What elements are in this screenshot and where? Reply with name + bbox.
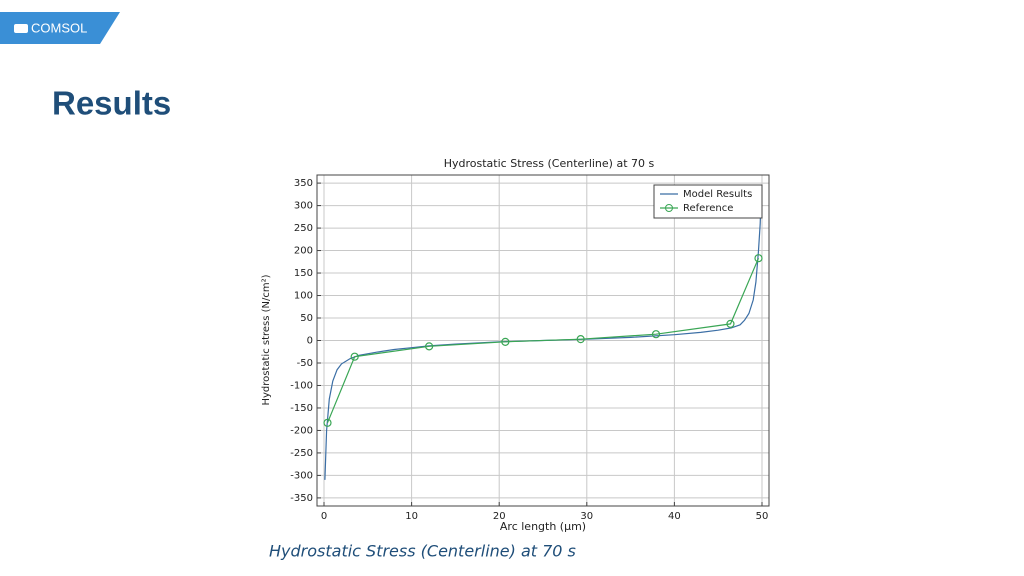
x-tick-label: 0 — [321, 511, 327, 522]
x-tick-label: 40 — [668, 511, 681, 522]
series-marker — [425, 342, 434, 351]
y-tick-label: 150 — [294, 268, 313, 279]
logo-icon — [14, 24, 28, 33]
legend-marker — [665, 204, 673, 212]
series-marker — [323, 418, 332, 427]
y-tick-label: 200 — [294, 246, 313, 257]
series-marker — [726, 319, 735, 328]
caption: Hydrostatic Stress (Centerline) at 70 s — [269, 542, 576, 561]
logo-banner — [0, 12, 120, 44]
y-tick-label: 300 — [294, 201, 313, 212]
y-tick-label: 250 — [294, 223, 313, 234]
y-tick-label: -200 — [290, 425, 313, 436]
series-marker — [651, 330, 661, 339]
y-tick-label: -150 — [290, 403, 313, 414]
series-marker — [350, 352, 359, 361]
x-tick-label: 50 — [756, 511, 769, 522]
y-tick-label: -300 — [290, 470, 313, 481]
series-line — [326, 257, 760, 424]
y-tick-label: -250 — [290, 448, 313, 459]
legend-label: Reference — [683, 203, 733, 214]
x-axis-label: Arc length (µm) — [500, 520, 586, 533]
y-tick-label: 100 — [294, 291, 313, 302]
y-axis-label: Hydrostatic stress (N/cm²) — [261, 274, 272, 405]
y-tick-label: 350 — [294, 178, 313, 189]
y-tick-label: -100 — [290, 380, 313, 391]
series-marker — [501, 337, 510, 346]
legend-label: Model Results — [683, 189, 752, 200]
y-tick-label: -50 — [297, 358, 313, 369]
plot-frame — [316, 174, 770, 507]
x-tick-label: 10 — [405, 511, 418, 522]
y-tick-label: 50 — [300, 313, 313, 324]
series-marker — [754, 254, 763, 263]
x-tick-label: 30 — [580, 511, 593, 522]
y-tick-label: -350 — [290, 493, 313, 504]
logo-text: COMSOL — [31, 20, 87, 35]
y-tick-label: 0 — [307, 336, 313, 347]
x-tick-label: 20 — [493, 511, 506, 522]
legend-box — [653, 184, 763, 219]
slide-title: Results — [52, 85, 171, 122]
series-marker — [576, 335, 585, 344]
chart-title: Hydrostatic Stress (Centerline) at 70 s — [444, 157, 655, 170]
